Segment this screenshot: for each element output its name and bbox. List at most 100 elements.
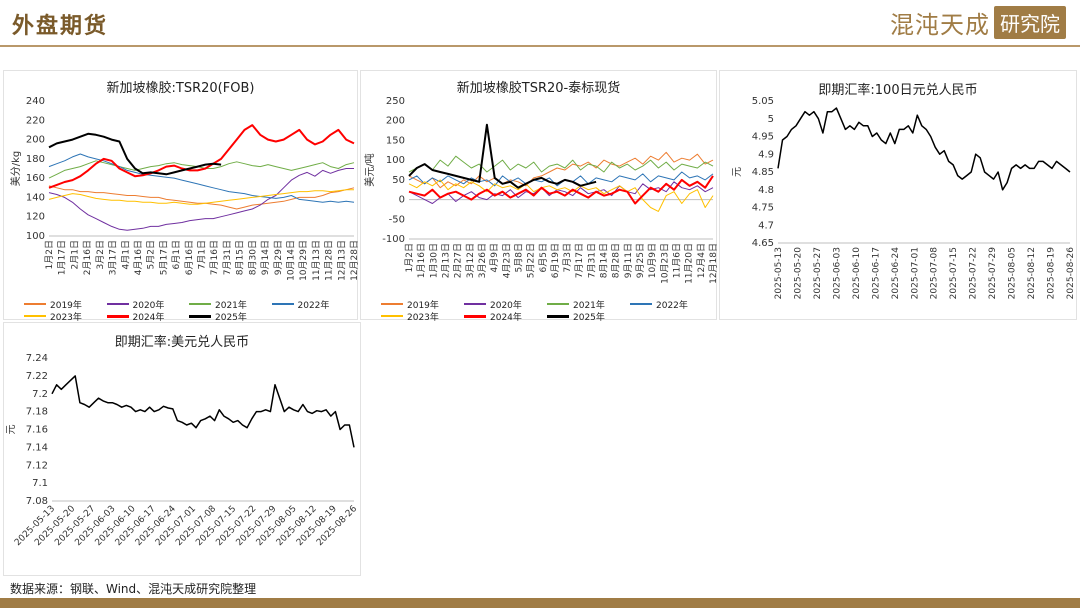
series-line-0: [51, 375, 355, 448]
legend-item: 2021年: [547, 298, 630, 311]
x-tick-label: 4月9日: [489, 243, 500, 272]
legend-label: 2024年: [490, 312, 522, 323]
x-tick-label: 1月2日: [44, 240, 55, 269]
legend-label: 2022年: [297, 300, 330, 311]
y-tick-label: 240: [26, 96, 45, 107]
x-tick-label: 2025-07-08: [930, 247, 940, 300]
legend-swatch: [106, 303, 129, 305]
y-tick-label: 7.08: [26, 496, 48, 507]
y-tick-label: 4.95: [752, 132, 774, 143]
y-tick-label: 220: [26, 115, 45, 126]
y-tick-label: 100: [386, 155, 405, 166]
x-tick-label: 7月31日: [222, 240, 233, 275]
x-tick-label: 5月22日: [526, 243, 537, 278]
y-tick-label: 4.8: [758, 185, 774, 196]
y-axis-label: 美元/吨: [363, 153, 376, 186]
legend-label: 2021年: [573, 300, 605, 311]
x-tick-label: 2025-08-05: [1008, 247, 1018, 299]
x-tick-label: 6月19日: [550, 243, 561, 278]
x-tick-label: 4月16日: [133, 240, 144, 275]
x-tick-label: 2025-05-13: [774, 247, 784, 299]
legend-label: 2019年: [50, 300, 82, 311]
data-source-note: 数据来源：钢联、Wind、混沌天成研究院整理: [10, 582, 257, 596]
chart-tsr20-thai-spread: -100 -50 0 50 100 150 200 250 美元/吨 1月2日 1月16日 1月30日…: [363, 96, 718, 284]
x-tick-label: 12月13日: [336, 240, 347, 281]
x-tick-label: 3月2日: [95, 240, 106, 269]
series-line-0: [777, 107, 1071, 191]
legend-swatch: [24, 303, 46, 305]
x-tick-label: 3月12日: [465, 243, 476, 278]
series-line-1: [408, 181, 714, 204]
chart-panel-jpy-cny: 即期汇率:100日元兑人民币 4.65 4.7 4.75 4.8 4.85 4.9 4.95…: [719, 70, 1077, 320]
series-line-0: [408, 151, 714, 189]
y-tick-label: 4.7: [758, 220, 774, 231]
series-line-2: [408, 155, 714, 173]
x-tick-label: 2025-08-12: [1027, 247, 1037, 299]
x-tick-label: 10月23日: [659, 243, 670, 284]
x-tick-label: 5月2日: [146, 240, 157, 269]
legend-label: 2024年: [132, 312, 165, 323]
x-tick-label: 2025-05-20: [793, 247, 803, 300]
x-tick-label: 2月16日: [82, 240, 93, 275]
legend-swatch: [106, 314, 129, 318]
legend-item: 2021年: [189, 298, 272, 311]
x-tick-label: 9月25日: [635, 243, 646, 278]
y-tick-label: 4.75: [752, 203, 774, 214]
x-tick-label: 12月18日: [708, 243, 718, 284]
legend-item: 2024年: [106, 310, 190, 323]
y-tick-label: 4.9: [758, 149, 774, 160]
x-tick-label: 2月27日: [453, 243, 464, 278]
y-tick-label: 7.12: [26, 460, 48, 471]
x-tick-label: 8月28日: [611, 243, 622, 278]
legend-label: 2022年: [656, 300, 688, 311]
legend-label: 2020年: [132, 300, 165, 311]
y-tick-label: 200: [386, 116, 405, 127]
x-tick-label: 11月20日: [684, 243, 695, 284]
chart-title: 即期汇率:美元兑人民币: [114, 335, 250, 350]
x-tick-label: 2025-06-03: [832, 247, 842, 299]
y-tick-label: 50: [392, 175, 405, 186]
y-tick-label: 100: [26, 231, 45, 242]
x-tick-label: 7月17日: [574, 243, 585, 278]
x-tick-label: 8月15日: [235, 240, 246, 275]
legend-swatch: [630, 303, 652, 305]
x-tick-label: 2025-08-19: [1047, 247, 1057, 300]
x-tick-label: 3月17日: [108, 240, 119, 275]
x-tick-label: 2025-07-22: [969, 247, 979, 299]
legend-swatch: [547, 314, 569, 318]
y-tick-label: -50: [389, 214, 405, 225]
chart-usd-cny: 7.087.17.127.147.167.187.27.227.24元2025-…: [6, 353, 359, 548]
x-tick-label: 7月16日: [209, 240, 220, 275]
chart-panel-tsr20-fob: 新加坡橡胶:TSR20(FOB) 100 120 140 160 180 200 220 24…: [3, 70, 359, 323]
legend-label: 2023年: [50, 312, 82, 323]
y-tick-label: 4.85: [752, 167, 774, 178]
y-tick-label: 200: [26, 135, 45, 146]
x-tick-label: 10月29日: [298, 240, 309, 281]
x-tick-label: 10月14日: [285, 240, 296, 281]
chart-legend: 2019年 2020年 2021年 2022年 2023年 2024年 2025年: [381, 298, 713, 323]
x-tick-label: 2025-08-26: [1066, 247, 1076, 300]
x-tick-label: 2025-07-15: [949, 247, 959, 299]
legend-item: 2023年: [381, 310, 464, 323]
brand-logo: 混沌天成 研究院: [890, 5, 1066, 39]
y-tick-label: 7.2: [32, 389, 48, 400]
series-line-6: [408, 123, 597, 189]
x-tick-label: 11月28日: [324, 240, 335, 281]
x-tick-label: 1月30日: [428, 243, 439, 278]
legend-item: 2025年: [189, 310, 272, 323]
x-tick-label: 5月8日: [513, 243, 524, 272]
x-tick-label: 1月16日: [416, 243, 427, 278]
series-line-4: [408, 179, 714, 212]
chart-title: 即期汇率:100日元兑人民币: [818, 83, 978, 98]
header-bar: 外盘期货 混沌天成 研究院: [0, 0, 1080, 47]
y-tick-label: 7.22: [26, 371, 48, 382]
x-tick-label: 2月1日: [69, 240, 80, 269]
series-line-4: [48, 189, 354, 205]
footer-bar: [0, 598, 1080, 608]
y-tick-label: 7.16: [26, 425, 48, 436]
legend-label: 2021年: [215, 300, 247, 311]
legend-swatch: [189, 314, 211, 318]
legend-swatch: [189, 303, 211, 305]
y-tick-label: 5: [768, 114, 774, 125]
legend-item: 2019年: [381, 298, 464, 311]
